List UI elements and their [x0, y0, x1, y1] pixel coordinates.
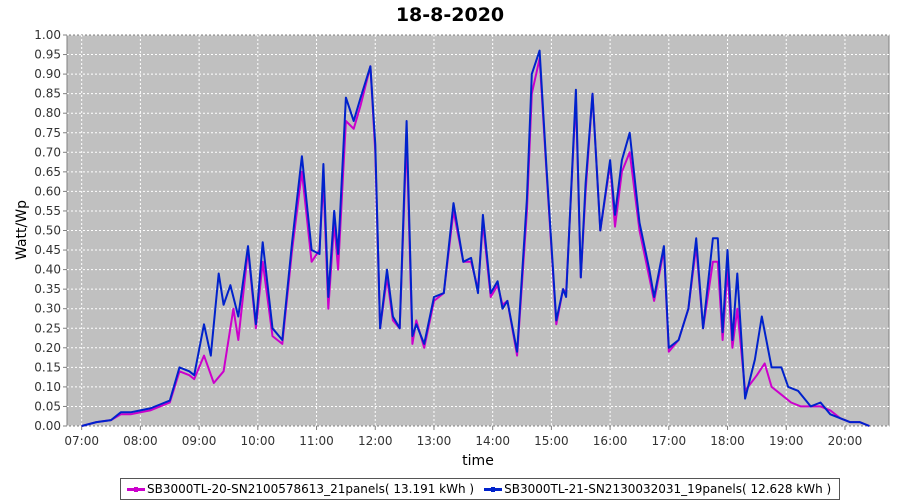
legend-label-series-1: SB3000TL-20-SN2100578613_21panels( 13.19… [147, 482, 475, 496]
x-tick-label: 15:00 [534, 434, 569, 448]
y-tick-label: 0.75 [34, 126, 61, 140]
y-tick-label: 0.55 [34, 204, 61, 218]
x-tick-label: 17:00 [652, 434, 687, 448]
y-tick-label: 0.20 [34, 341, 61, 355]
legend: SB3000TL-20-SN2100578613_21panels( 13.19… [120, 478, 841, 500]
y-axis-ticks: 0.00 0.05 0.10 0.15 0.20 0.25 0.30 0.35 0.40 0.45… [34, 28, 67, 433]
x-axis-ticks: 07:00 08:00 09:00 10:00 11:00 12:00 13:00 14:00… [64, 426, 862, 448]
y-tick-label: 0.85 [34, 87, 61, 101]
y-tick-label: 0.40 [34, 263, 61, 277]
y-tick-label: 0.65 [34, 165, 61, 179]
y-tick-label: 0.05 [34, 399, 61, 413]
y-tick-label: 0.25 [34, 321, 61, 335]
x-tick-label: 07:00 [64, 434, 99, 448]
y-tick-label: 0.60 [34, 184, 61, 198]
x-tick-label: 08:00 [123, 434, 158, 448]
x-tick-label: 18:00 [710, 434, 745, 448]
x-tick-label: 09:00 [182, 434, 217, 448]
x-tick-label: 19:00 [769, 434, 804, 448]
x-tick-label: 20:00 [828, 434, 863, 448]
y-tick-label: 0.50 [34, 224, 61, 238]
x-tick-label: 11:00 [299, 434, 334, 448]
y-tick-label: 1.00 [34, 28, 61, 42]
chart-title: 18-8-2020 [395, 4, 505, 26]
y-tick-label: 0.35 [34, 282, 61, 296]
legend-item-series-1: SB3000TL-20-SN2100578613_21panels( 13.19… [127, 482, 474, 496]
y-tick-label: 0.00 [34, 419, 61, 433]
legend-swatch-series-2 [484, 486, 503, 492]
x-tick-label: 12:00 [358, 434, 393, 448]
y-tick-label: 0.45 [34, 243, 61, 257]
series-line-2 [81, 49, 870, 427]
x-tick-label: 14:00 [475, 434, 510, 448]
y-tick-label: 0.90 [34, 67, 61, 81]
y-tick-label: 0.95 [34, 48, 61, 62]
y-tick-label: 0.70 [34, 145, 61, 159]
y-tick-label: 0.80 [34, 106, 61, 120]
x-tick-label: 10:00 [241, 434, 276, 448]
y-axis-label: Watt/Wp [14, 200, 30, 260]
x-tick-label: 16:00 [593, 434, 628, 448]
y-tick-label: 0.15 [34, 360, 61, 374]
y-tick-label: 0.30 [34, 302, 61, 316]
series-lines [81, 49, 870, 427]
y-tick-label: 0.10 [34, 380, 61, 394]
x-axis-label: time [462, 453, 494, 469]
grid-lines [67, 34, 889, 427]
legend-item-series-2: SB3000TL-21-SN2130032031_19panels( 12.62… [484, 482, 831, 496]
x-tick-label: 13:00 [417, 434, 452, 448]
legend-swatch-series-1 [127, 486, 145, 492]
legend-label-series-2: SB3000TL-21-SN2130032031_19panels( 12.62… [504, 482, 832, 496]
